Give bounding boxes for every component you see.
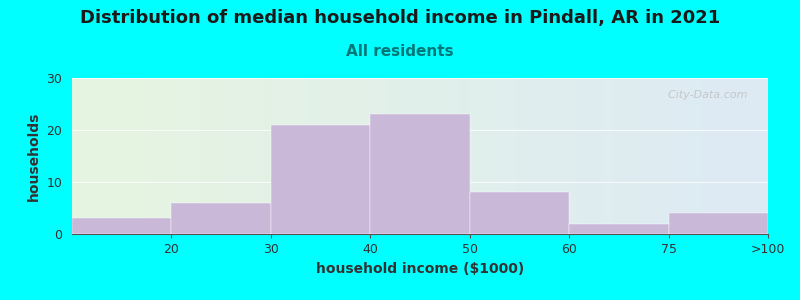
Bar [171,203,271,234]
Bar [470,192,569,234]
Bar [669,213,768,234]
Bar [370,114,470,234]
X-axis label: household income ($1000): household income ($1000) [316,262,524,276]
Text: Distribution of median household income in Pindall, AR in 2021: Distribution of median household income … [80,9,720,27]
Y-axis label: households: households [27,111,41,201]
Bar [72,218,171,234]
Text: All residents: All residents [346,44,454,59]
Text: City-Data.com: City-Data.com [661,91,747,100]
Bar [271,125,370,234]
Bar [569,224,669,234]
